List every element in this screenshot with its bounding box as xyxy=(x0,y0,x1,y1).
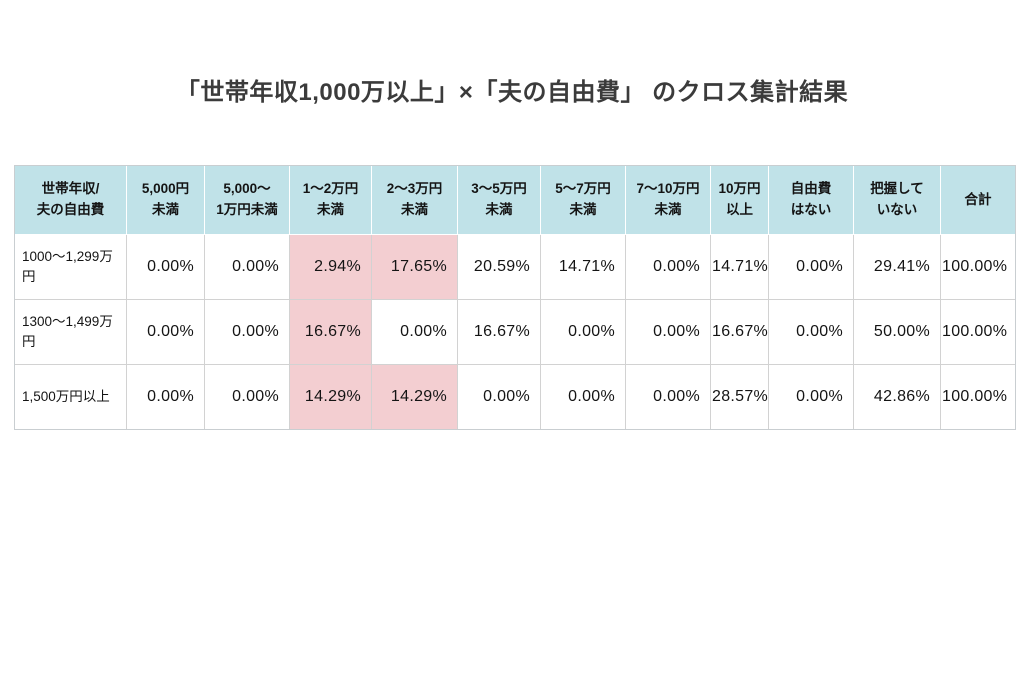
row-label: 1,500万円以上 xyxy=(15,365,127,429)
column-header: 3〜5万円 未満 xyxy=(458,166,541,235)
value-cell: 0.00% xyxy=(626,365,711,429)
column-header: 自由費 はない xyxy=(769,166,854,235)
value-cell: 0.00% xyxy=(769,365,854,429)
header-row: 世帯年収/ 夫の自由費 5,000円 未満 5,000〜 1万円未満 1〜2万円… xyxy=(15,166,1015,235)
value-cell: 0.00% xyxy=(769,235,854,300)
value-cell: 0.00% xyxy=(626,300,711,365)
value-cell: 14.71% xyxy=(541,235,626,300)
value-cell: 0.00% xyxy=(127,235,205,300)
value-cell: 16.67% xyxy=(458,300,541,365)
value-cell: 0.00% xyxy=(127,300,205,365)
page-title: 「世帯年収1,000万以上」×「夫の自由費」 のクロス集計結果 xyxy=(175,79,849,106)
value-cell: 100.00% xyxy=(941,235,1015,300)
column-header: 把握して いない xyxy=(854,166,941,235)
value-cell: 16.67% xyxy=(711,300,769,365)
table-row: 1300〜1,499万円 0.00% 0.00% 16.67% 0.00% 16… xyxy=(15,300,1015,365)
value-cell: 100.00% xyxy=(941,365,1015,429)
value-cell: 0.00% xyxy=(127,365,205,429)
value-cell: 29.41% xyxy=(854,235,941,300)
column-header: 2〜3万円 未満 xyxy=(372,166,458,235)
cross-tab-table: 世帯年収/ 夫の自由費 5,000円 未満 5,000〜 1万円未満 1〜2万円… xyxy=(14,165,1016,430)
corner-header: 世帯年収/ 夫の自由費 xyxy=(15,166,127,235)
value-cell: 0.00% xyxy=(626,235,711,300)
value-cell: 0.00% xyxy=(205,300,290,365)
table-row: 1000〜1,299万円 0.00% 0.00% 2.94% 17.65% 20… xyxy=(15,235,1015,300)
value-cell: 0.00% xyxy=(205,235,290,300)
value-cell: 14.29% xyxy=(372,365,458,429)
column-header: 5,000円 未満 xyxy=(127,166,205,235)
value-cell: 0.00% xyxy=(458,365,541,429)
row-label: 1000〜1,299万円 xyxy=(15,235,127,300)
value-cell: 2.94% xyxy=(290,235,372,300)
value-cell: 100.00% xyxy=(941,300,1015,365)
value-cell: 14.71% xyxy=(711,235,769,300)
value-cell: 20.59% xyxy=(458,235,541,300)
value-cell: 0.00% xyxy=(372,300,458,365)
value-cell: 16.67% xyxy=(290,300,372,365)
column-header: 7〜10万円 未満 xyxy=(626,166,711,235)
value-cell: 42.86% xyxy=(854,365,941,429)
value-cell: 17.65% xyxy=(372,235,458,300)
column-header: 5〜7万円 未満 xyxy=(541,166,626,235)
table-row: 1,500万円以上 0.00% 0.00% 14.29% 14.29% 0.00… xyxy=(15,365,1015,429)
value-cell: 50.00% xyxy=(854,300,941,365)
value-cell: 0.00% xyxy=(541,300,626,365)
value-cell: 0.00% xyxy=(541,365,626,429)
value-cell: 0.00% xyxy=(769,300,854,365)
column-header: 合計 xyxy=(941,166,1015,235)
row-label: 1300〜1,499万円 xyxy=(15,300,127,365)
value-cell: 0.00% xyxy=(205,365,290,429)
value-cell: 28.57% xyxy=(711,365,769,429)
column-header: 5,000〜 1万円未満 xyxy=(205,166,290,235)
column-header: 1〜2万円 未満 xyxy=(290,166,372,235)
cross-tab-container: 世帯年収/ 夫の自由費 5,000円 未満 5,000〜 1万円未満 1〜2万円… xyxy=(14,165,1016,430)
column-header: 10万円 以上 xyxy=(711,166,769,235)
value-cell: 14.29% xyxy=(290,365,372,429)
